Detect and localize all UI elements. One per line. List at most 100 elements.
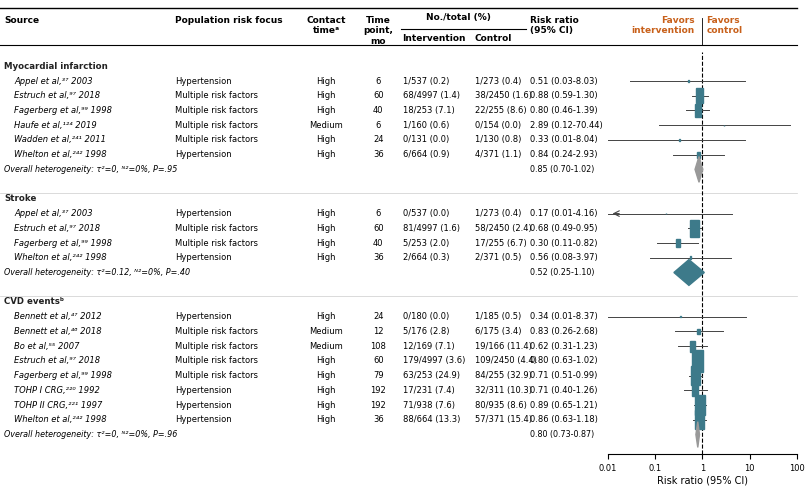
Text: 88/664 (13.3): 88/664 (13.3) bbox=[402, 415, 460, 424]
Text: Hypertension: Hypertension bbox=[175, 386, 231, 395]
Text: Multiple risk factors: Multiple risk factors bbox=[175, 91, 258, 100]
Text: 0.86 (0.63-1.18): 0.86 (0.63-1.18) bbox=[530, 415, 597, 424]
Text: 12/169 (7.1): 12/169 (7.1) bbox=[402, 342, 454, 351]
Text: 36: 36 bbox=[373, 150, 384, 159]
Text: Multiple risk factors: Multiple risk factors bbox=[175, 224, 258, 233]
Bar bbox=[697, 152, 700, 158]
Text: 0.17 (0.01-4.16): 0.17 (0.01-4.16) bbox=[530, 209, 597, 218]
Bar bbox=[695, 105, 700, 116]
Bar bbox=[695, 410, 704, 430]
Text: 0/131 (0.0): 0/131 (0.0) bbox=[402, 136, 448, 144]
Text: Time
point,
mo: Time point, mo bbox=[363, 16, 394, 46]
Text: 4/371 (1.1): 4/371 (1.1) bbox=[475, 150, 522, 159]
Text: 0.51 (0.03-8.03): 0.51 (0.03-8.03) bbox=[530, 77, 597, 85]
Text: Bo et al,⁵⁵ 2007: Bo et al,⁵⁵ 2007 bbox=[14, 342, 80, 351]
Text: Multiple risk factors: Multiple risk factors bbox=[175, 136, 258, 144]
Text: Multiple risk factors: Multiple risk factors bbox=[175, 356, 258, 365]
Text: Hypertension: Hypertension bbox=[175, 312, 231, 321]
Text: 0.30 (0.11-0.82): 0.30 (0.11-0.82) bbox=[530, 239, 597, 247]
Text: High: High bbox=[316, 356, 336, 365]
Text: 1/273 (0.4): 1/273 (0.4) bbox=[475, 77, 522, 85]
Text: 60: 60 bbox=[373, 224, 384, 233]
Text: 79: 79 bbox=[373, 371, 384, 380]
Text: 36: 36 bbox=[373, 253, 384, 262]
Text: Intervention: Intervention bbox=[402, 34, 466, 43]
Text: 38/2450 (1.6): 38/2450 (1.6) bbox=[475, 91, 532, 100]
Text: 0.34 (0.01-8.37): 0.34 (0.01-8.37) bbox=[530, 312, 597, 321]
Text: Overall heterogeneity: τ²=0, ᴺ²=0%, P=.96: Overall heterogeneity: τ²=0, ᴺ²=0%, P=.9… bbox=[4, 430, 177, 439]
Text: 0.56 (0.08-3.97): 0.56 (0.08-3.97) bbox=[530, 253, 597, 262]
Text: TOHP II CRG,²²¹ 1997: TOHP II CRG,²²¹ 1997 bbox=[14, 401, 103, 409]
Text: Multiple risk factors: Multiple risk factors bbox=[175, 327, 258, 336]
Text: 24: 24 bbox=[373, 136, 384, 144]
Text: 0/180 (0.0): 0/180 (0.0) bbox=[402, 312, 448, 321]
Text: Medium: Medium bbox=[309, 121, 343, 130]
Text: Hypertension: Hypertension bbox=[175, 401, 231, 409]
Text: 1/273 (0.4): 1/273 (0.4) bbox=[475, 209, 522, 218]
Text: 0.71 (0.40-1.26): 0.71 (0.40-1.26) bbox=[530, 386, 597, 395]
Text: TOHP I CRG,²²⁰ 1992: TOHP I CRG,²²⁰ 1992 bbox=[14, 386, 101, 395]
Text: 0.52 (0.25-1.10): 0.52 (0.25-1.10) bbox=[530, 268, 594, 277]
Polygon shape bbox=[696, 422, 700, 447]
Text: Multiple risk factors: Multiple risk factors bbox=[175, 106, 258, 115]
Text: 6/175 (3.4): 6/175 (3.4) bbox=[475, 327, 522, 336]
Text: High: High bbox=[316, 401, 336, 409]
Text: Haufe et al,¹²⁴ 2019: Haufe et al,¹²⁴ 2019 bbox=[14, 121, 97, 130]
Text: No./total (%): No./total (%) bbox=[427, 13, 491, 22]
Text: Appel et al,³⁷ 2003: Appel et al,³⁷ 2003 bbox=[14, 77, 93, 85]
Text: 0.80 (0.46-1.39): 0.80 (0.46-1.39) bbox=[530, 106, 597, 115]
Text: CVD eventsᵇ: CVD eventsᵇ bbox=[4, 298, 64, 306]
Text: 40: 40 bbox=[373, 239, 384, 247]
Text: 192: 192 bbox=[370, 401, 386, 409]
Text: 0.33 (0.01-8.04): 0.33 (0.01-8.04) bbox=[530, 136, 597, 144]
Text: 17/255 (6.7): 17/255 (6.7) bbox=[475, 239, 526, 247]
Text: 60: 60 bbox=[373, 91, 384, 100]
Text: 71/938 (7.6): 71/938 (7.6) bbox=[402, 401, 455, 409]
Text: Hypertension: Hypertension bbox=[175, 150, 231, 159]
Text: Multiple risk factors: Multiple risk factors bbox=[175, 239, 258, 247]
Text: 192: 192 bbox=[370, 386, 386, 395]
Text: Stroke: Stroke bbox=[4, 194, 36, 203]
Text: Risk ratio
(95% CI): Risk ratio (95% CI) bbox=[530, 16, 579, 35]
Text: Hypertension: Hypertension bbox=[175, 415, 231, 424]
Text: 0/537 (0.0): 0/537 (0.0) bbox=[402, 209, 449, 218]
Text: 68/4997 (1.4): 68/4997 (1.4) bbox=[402, 91, 460, 100]
Text: Estruch et al,⁹⁷ 2018: Estruch et al,⁹⁷ 2018 bbox=[14, 91, 101, 100]
Text: Favors
control: Favors control bbox=[707, 16, 742, 35]
Text: Appel et al,³⁷ 2003: Appel et al,³⁷ 2003 bbox=[14, 209, 93, 218]
Text: 0.80 (0.73-0.87): 0.80 (0.73-0.87) bbox=[530, 430, 594, 439]
Text: Control: Control bbox=[475, 34, 512, 43]
Text: 57/371 (15.4): 57/371 (15.4) bbox=[475, 415, 532, 424]
Text: Medium: Medium bbox=[309, 342, 343, 351]
Text: Overall heterogeneity: τ²=0.12, ᴺ²=0%, P=.40: Overall heterogeneity: τ²=0.12, ᴺ²=0%, P… bbox=[4, 268, 190, 277]
Text: Source: Source bbox=[4, 16, 39, 25]
Text: 40: 40 bbox=[373, 106, 384, 115]
Text: 19/166 (11.4): 19/166 (11.4) bbox=[475, 342, 532, 351]
Text: High: High bbox=[316, 312, 336, 321]
Text: Estruch et al,⁹⁷ 2018: Estruch et al,⁹⁷ 2018 bbox=[14, 356, 101, 365]
Text: 84/255 (32.9): 84/255 (32.9) bbox=[475, 371, 532, 380]
Text: Population risk focus: Population risk focus bbox=[175, 16, 283, 25]
Text: High: High bbox=[316, 371, 336, 380]
Bar bbox=[692, 350, 703, 372]
Text: Multiple risk factors: Multiple risk factors bbox=[175, 121, 258, 130]
Text: 18/253 (7.1): 18/253 (7.1) bbox=[402, 106, 454, 115]
Text: 0.88 (0.59-1.30): 0.88 (0.59-1.30) bbox=[530, 91, 597, 100]
Text: Fagerberg et al,⁹⁹ 1998: Fagerberg et al,⁹⁹ 1998 bbox=[14, 371, 113, 380]
Bar bbox=[692, 384, 698, 396]
Text: High: High bbox=[316, 136, 336, 144]
Text: Hypertension: Hypertension bbox=[175, 209, 231, 218]
Text: 2.89 (0.12-70.44): 2.89 (0.12-70.44) bbox=[530, 121, 602, 130]
Bar bbox=[691, 366, 700, 385]
Text: Bennett et al,⁴⁶ 2018: Bennett et al,⁴⁶ 2018 bbox=[14, 327, 102, 336]
Bar bbox=[697, 328, 700, 334]
Text: 5/176 (2.8): 5/176 (2.8) bbox=[402, 327, 449, 336]
Text: Favors
intervention: Favors intervention bbox=[631, 16, 694, 35]
Bar bbox=[675, 239, 679, 247]
Text: Hypertension: Hypertension bbox=[175, 77, 231, 85]
Text: 0.71 (0.51-0.99): 0.71 (0.51-0.99) bbox=[530, 371, 597, 380]
Text: 81/4997 (1.6): 81/4997 (1.6) bbox=[402, 224, 460, 233]
Text: Multiple risk factors: Multiple risk factors bbox=[175, 371, 258, 380]
Text: 60: 60 bbox=[373, 356, 384, 365]
Text: Hypertension: Hypertension bbox=[175, 253, 231, 262]
